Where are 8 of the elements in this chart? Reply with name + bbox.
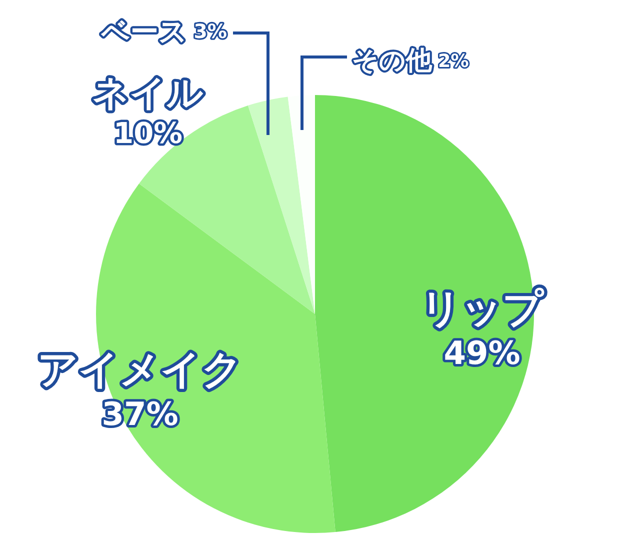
pie-slice bbox=[248, 96, 315, 314]
slice-label: その他 bbox=[352, 46, 433, 76]
data-label: 2% bbox=[438, 50, 469, 72]
slice-label: ネイル bbox=[92, 73, 204, 114]
data-label: 3% bbox=[194, 20, 228, 44]
data-label: 49% bbox=[444, 334, 520, 372]
slice-label: ベース bbox=[100, 14, 188, 48]
data-label: 10% bbox=[114, 116, 182, 150]
